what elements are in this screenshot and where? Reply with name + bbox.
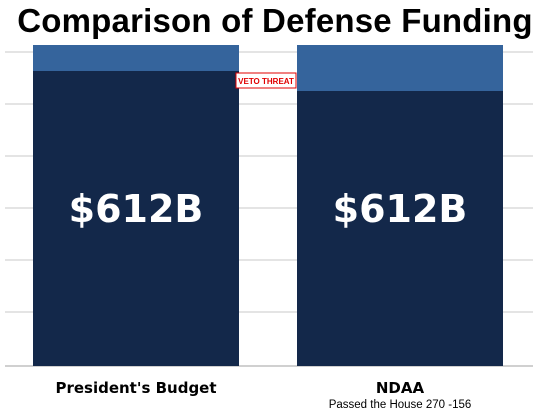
bar-top-2 bbox=[297, 45, 503, 91]
bar-value-label: $612B bbox=[333, 187, 468, 231]
bar-value-label: $612B bbox=[69, 187, 204, 231]
bar-top-1 bbox=[33, 45, 239, 71]
category-sublabel: Passed the House 270 -156 bbox=[329, 399, 472, 411]
category-label: NDAA bbox=[376, 379, 425, 397]
category-label: President's Budget bbox=[55, 379, 216, 397]
veto-threat-annotation: VETO THREAT bbox=[238, 77, 294, 86]
